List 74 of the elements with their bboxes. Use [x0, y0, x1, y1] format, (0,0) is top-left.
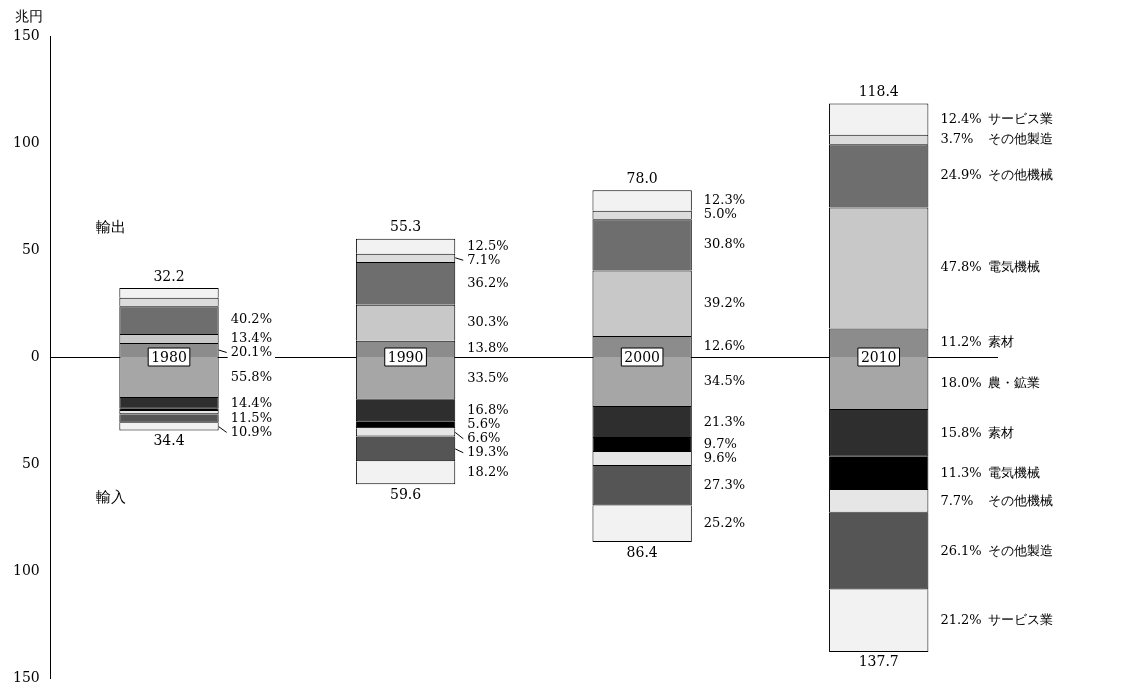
annotation: 19.3%: [467, 444, 509, 460]
annotation: 24.9%: [940, 167, 982, 183]
annotation: 9.7%: [703, 436, 737, 452]
annotation: 55.8%: [230, 368, 272, 384]
annotation: 18.2%: [467, 464, 509, 480]
y-tick-label: 150: [12, 26, 40, 43]
annotation: 137.7: [858, 653, 899, 670]
text: 素材: [988, 334, 1015, 350]
annotation: 10.9%: [230, 423, 272, 439]
annotation: 30.8%: [703, 236, 746, 252]
annotation: 34.5%: [703, 373, 746, 389]
text: 電気機械: [988, 259, 1041, 275]
text: その他製造: [988, 542, 1054, 558]
text: 電気機械: [988, 464, 1041, 480]
annotation: 12.5%: [467, 237, 509, 253]
y-tick-label: 50: [21, 240, 40, 257]
annotation: 21.3%: [703, 413, 746, 429]
x-tick-label: 1990: [387, 348, 424, 365]
annotation: 15.8%: [940, 424, 982, 440]
annotation: 5.0%: [703, 206, 737, 222]
annotation: 輸出: [95, 218, 126, 237]
x-tick-label: 2000: [624, 348, 660, 365]
y-tick-label: 150: [12, 668, 40, 685]
annotation: 3.7%: [940, 130, 974, 146]
annotation: 7.1%: [467, 251, 501, 267]
y-tick-label: 100: [12, 561, 40, 578]
annotation: 5.6%: [467, 416, 501, 432]
annotation: 20.1%: [230, 343, 272, 359]
annotation: 36.2%: [467, 274, 509, 290]
annotation: 12.4%: [940, 110, 982, 126]
annotation: 7.7%: [940, 492, 974, 508]
annotation: 59.6: [389, 486, 422, 503]
text: その他機械: [988, 492, 1054, 508]
annotation: 34.4: [153, 432, 185, 449]
annotation: 6.6%: [467, 430, 501, 446]
text: その他機械: [988, 167, 1054, 183]
y-tick-label: 50: [21, 454, 40, 471]
y-axis-title: 兆円: [14, 7, 43, 24]
annotation: 輸入: [95, 488, 126, 507]
y-tick-label: 100: [12, 133, 40, 150]
annotation: 9.6%: [703, 450, 737, 466]
text: サービス業: [988, 612, 1054, 628]
annotation: 32.2: [153, 267, 185, 284]
annotation: 27.3%: [703, 477, 746, 493]
text: 農・鉱業: [988, 374, 1041, 390]
x-tick-label: 1980: [151, 348, 187, 365]
annotation: 55.3: [389, 218, 422, 235]
annotation: 86.4: [626, 543, 658, 560]
annotation: 12.3%: [703, 191, 746, 207]
bar: [592, 437, 692, 453]
annotation: 40.2%: [230, 311, 272, 327]
annotation: 11.2%: [940, 334, 982, 350]
text: サービス業: [988, 110, 1054, 126]
y-tick-label: 0: [30, 347, 40, 364]
x-tick-label: 2010: [860, 348, 897, 365]
annotation: 11.3%: [940, 464, 982, 480]
text: 素材: [988, 424, 1015, 440]
annotation: 78.0: [626, 169, 658, 186]
annotation: 118.4: [858, 83, 899, 100]
text: その他製造: [988, 130, 1054, 146]
annotation: 16.8%: [467, 401, 509, 417]
annotation: 18.0%: [940, 374, 982, 390]
annotation: 26.1%: [940, 542, 982, 558]
annotation: 47.8%: [940, 259, 982, 275]
annotation: 33.5%: [467, 369, 509, 385]
annotation: 39.2%: [703, 294, 746, 310]
annotation: 21.2%: [940, 612, 982, 628]
annotation: 12.6%: [703, 337, 746, 353]
annotation: 25.2%: [703, 515, 746, 531]
annotation: 13.8%: [467, 340, 509, 356]
annotation: 13.4%: [230, 329, 272, 345]
annotation: 14.4%: [230, 394, 272, 410]
annotation: 11.5%: [230, 409, 272, 425]
annotation: 30.3%: [467, 314, 509, 330]
